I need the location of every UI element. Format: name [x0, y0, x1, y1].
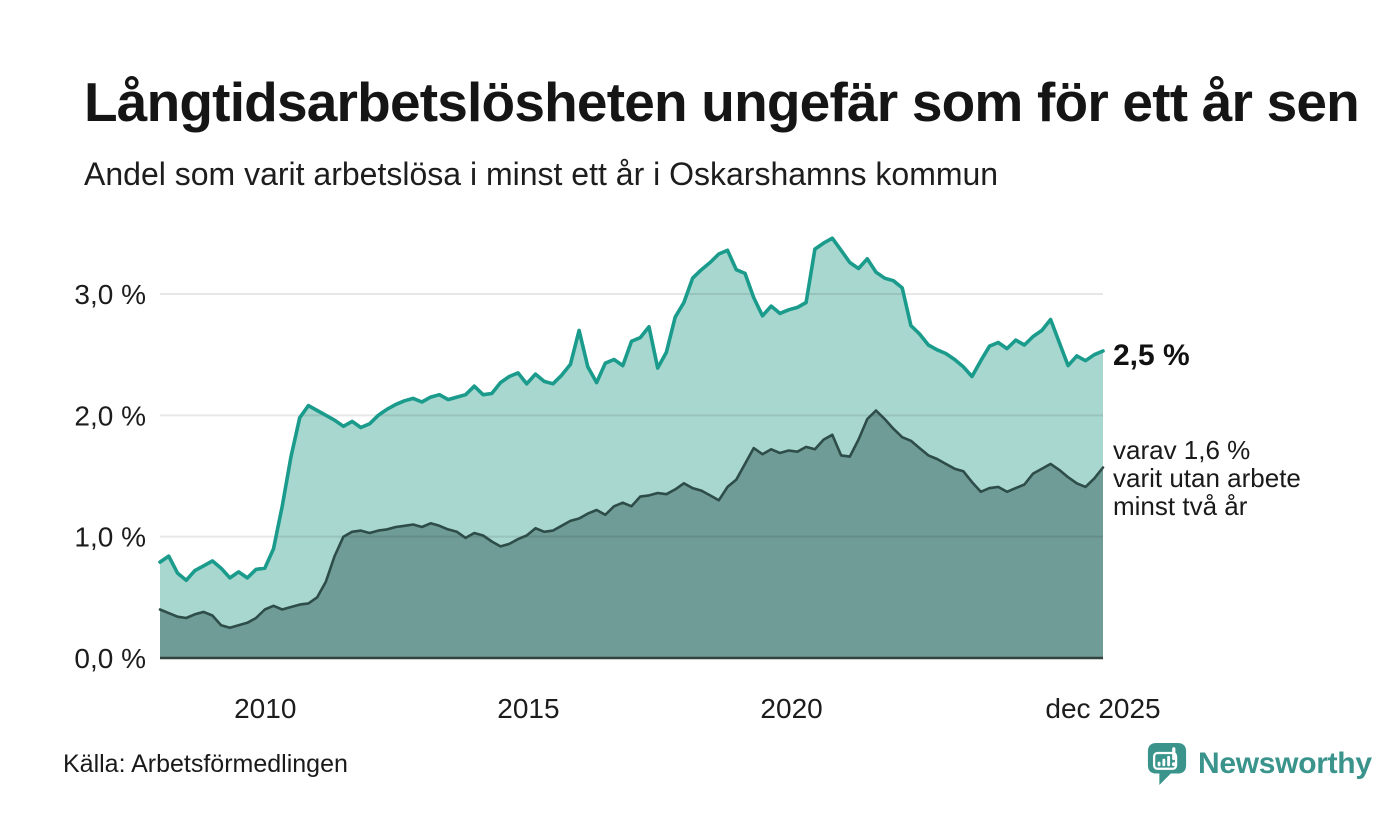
- secondary-value-label: varav 1,6 % varit utan arbete minst två …: [1113, 436, 1301, 520]
- x-tick-label: 2015: [497, 693, 559, 724]
- y-tick-label: 2,0 %: [74, 400, 146, 431]
- y-tick-label: 1,0 %: [74, 522, 146, 553]
- latest-value-label: 2,5 %: [1113, 339, 1190, 372]
- secondary-value-line: varav 1,6 %: [1113, 435, 1251, 465]
- newsworthy-logo-icon: [1147, 743, 1187, 785]
- series-line-1: [158, 236, 1105, 583]
- page-title: Långtidsarbetslösheten ungefär som för e…: [84, 71, 1360, 133]
- y-tick-label: 3,0 %: [74, 279, 146, 310]
- newsworthy-logo: Newsworthy: [1146, 741, 1372, 787]
- x-tick-label: dec 2025: [1045, 693, 1160, 724]
- secondary-value-line: varit utan arbete: [1113, 463, 1301, 493]
- series-area-2: [160, 410, 1103, 658]
- y-tick-label: 0,0 %: [74, 643, 146, 674]
- series-line-2: [158, 409, 1105, 629]
- x-tick-label: 2020: [760, 693, 822, 724]
- x-tick-label: 2010: [234, 693, 296, 724]
- page-subtitle: Andel som varit arbetslösa i minst ett å…: [84, 156, 999, 192]
- newsworthy-logo-text: Newsworthy: [1198, 747, 1372, 780]
- secondary-value-line: minst två år: [1113, 491, 1248, 521]
- source-note: Källa: Arbetsförmedlingen: [63, 750, 348, 778]
